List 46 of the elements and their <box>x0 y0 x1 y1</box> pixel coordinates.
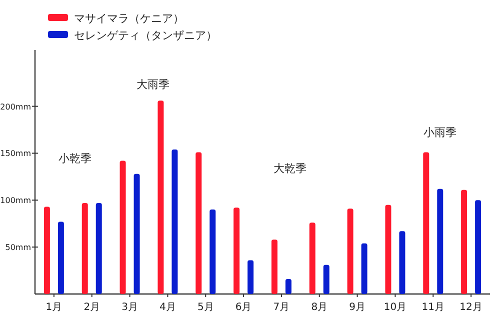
annotation: 大乾季 <box>274 162 306 175</box>
x-tick-label: 7月 <box>273 302 290 313</box>
y-tick-label: 50mm <box>5 243 32 252</box>
bar <box>285 278 292 294</box>
bar <box>399 231 406 294</box>
x-tick-label: 1月 <box>46 302 62 313</box>
x-tick-label: 6月 <box>235 302 252 313</box>
bar <box>437 188 444 294</box>
x-tick-label: 3月 <box>122 302 138 313</box>
bar <box>248 260 254 294</box>
legend-label: マサイマラ（ケニア） <box>74 12 184 25</box>
bar <box>82 202 88 294</box>
bar <box>234 208 240 294</box>
x-tick-label: 12月 <box>460 302 482 313</box>
bar <box>134 174 140 294</box>
bar <box>385 204 392 294</box>
bar <box>210 210 216 294</box>
annotation: 大雨季 <box>136 78 170 91</box>
x-tick-label: 4月 <box>160 302 176 313</box>
bar <box>475 200 482 294</box>
bar <box>323 264 330 294</box>
x-tick-label: 11月 <box>422 302 444 313</box>
y-tick-label: 200mm <box>0 102 32 112</box>
legend-label: セレンゲティ（タンザニア） <box>74 29 217 42</box>
x-tick-label: 10月 <box>384 302 407 313</box>
x-tick-label: 8月 <box>311 302 328 313</box>
bar <box>96 202 102 294</box>
bar <box>172 149 178 294</box>
bar <box>58 222 64 294</box>
bar <box>309 222 316 294</box>
y-tick-label: 100mm <box>0 196 32 206</box>
bar <box>423 152 430 294</box>
x-tick-label: 9月 <box>349 302 366 313</box>
bar <box>271 240 278 294</box>
annotation: 小雨季 <box>424 126 456 139</box>
y-tick-label: 150mm <box>0 149 32 158</box>
bar <box>196 152 202 294</box>
bar <box>361 243 368 294</box>
bar <box>158 100 164 294</box>
annotation: 小乾季 <box>58 152 92 165</box>
bar <box>347 208 354 294</box>
bar <box>461 190 468 294</box>
x-tick-label: 2月 <box>84 302 100 313</box>
x-tick-label: 5月 <box>197 302 214 313</box>
bar <box>120 160 126 294</box>
bar <box>44 206 50 294</box>
